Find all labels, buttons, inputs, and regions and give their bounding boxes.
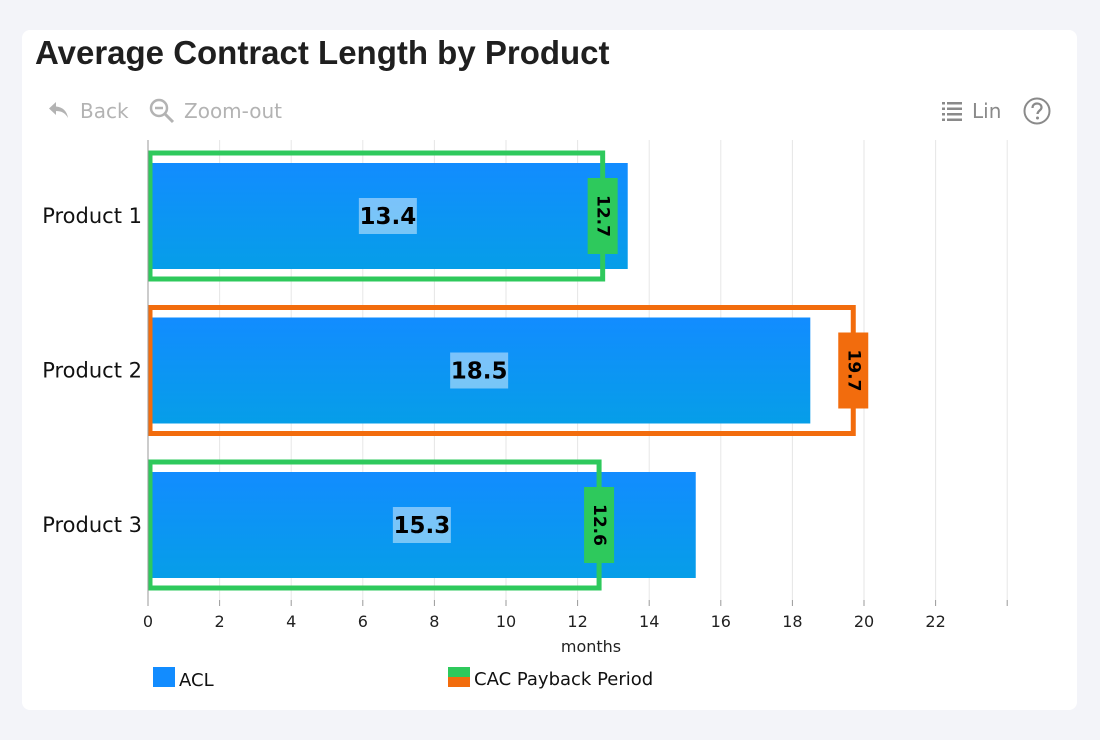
- payback-value-label: 12.7: [593, 195, 613, 237]
- acl-label-box: [392, 507, 451, 543]
- undo-arrow-icon: [46, 98, 72, 124]
- linear-scale-button[interactable]: Lin: [940, 96, 1001, 126]
- category-label: Product 1: [42, 204, 142, 228]
- acl-value-label: 15.3: [393, 513, 450, 539]
- x-tick-label: 0: [143, 612, 153, 631]
- x-tick-label: 18: [782, 612, 802, 631]
- linear-scale-label: Lin: [972, 99, 1002, 123]
- back-label: Back: [80, 99, 129, 123]
- x-tick-label: 8: [429, 612, 439, 631]
- x-axis-title: months: [561, 637, 621, 656]
- x-tick-label: 20: [854, 612, 874, 631]
- zoom-out-label: Zoom-out: [184, 99, 282, 123]
- payback-label-box: [584, 487, 615, 563]
- legend-swatch-acl: [153, 667, 175, 687]
- x-tick-label: 2: [215, 612, 225, 631]
- x-tick-label: 22: [925, 612, 945, 631]
- category-label: Product 3: [42, 513, 142, 537]
- bar-chart: 12.7 13.4 19.7 18.5 12.6 15.3 Product 1 Produc…: [42, 140, 1008, 691]
- chart-card: Average Contract Length by Product Back …: [22, 30, 1077, 710]
- payback-value-label: 19.7: [843, 350, 863, 392]
- acl-label-box: [358, 198, 417, 234]
- x-tick-label: 6: [358, 612, 368, 631]
- list-icon: [940, 99, 964, 123]
- x-tick-label: 14: [639, 612, 659, 631]
- page-title: Average Contract Length by Product: [35, 34, 610, 71]
- question-circle-icon: [1022, 96, 1052, 126]
- payback-label-box: [587, 178, 618, 254]
- category-label: Product 2: [42, 359, 142, 383]
- acl-bar: [148, 317, 811, 424]
- x-tick-label: 4: [286, 612, 296, 631]
- legend-label-acl: ACL: [179, 670, 214, 691]
- help-button[interactable]: [1022, 96, 1052, 126]
- x-tick-label: 16: [711, 612, 731, 631]
- acl-bar: [148, 163, 628, 269]
- acl-value-label: 13.4: [359, 204, 416, 230]
- x-tick-label: 10: [496, 612, 516, 631]
- zoom-out-button[interactable]: Zoom-out: [148, 96, 282, 126]
- legend-swatch-payback-bad: [448, 677, 470, 687]
- acl-label-box: [450, 352, 509, 389]
- back-button[interactable]: Back: [46, 96, 129, 126]
- payback-value-label: 12.6: [589, 504, 609, 546]
- legend-label-payback: CAC Payback Period: [474, 669, 653, 690]
- payback-label-box: [838, 332, 869, 409]
- legend-swatch-payback-good: [448, 667, 470, 677]
- magnifier-minus-icon: [148, 97, 176, 125]
- x-tick-label: 12: [567, 612, 587, 631]
- acl-value-label: 18.5: [451, 359, 508, 385]
